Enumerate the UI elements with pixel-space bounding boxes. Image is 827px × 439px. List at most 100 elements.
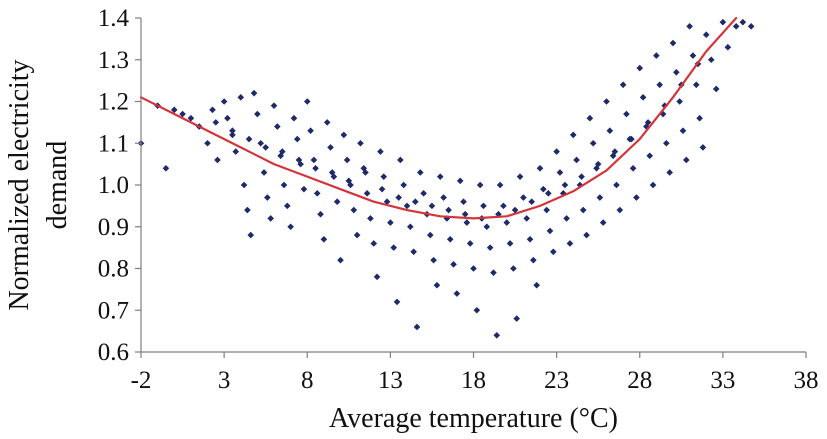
scatter-point-146 bbox=[679, 127, 687, 135]
scatter-point-83 bbox=[470, 265, 477, 272]
scatter-point-95 bbox=[510, 265, 517, 272]
scatter-point-141 bbox=[663, 139, 670, 147]
y-tick-label-2: 0.7 bbox=[98, 297, 129, 324]
scatter-point-148 bbox=[686, 23, 693, 30]
scatter-point-106 bbox=[546, 227, 554, 235]
y-tick-label-1: 0.6 bbox=[98, 339, 129, 366]
scatter-point-70 bbox=[426, 231, 434, 239]
scatter-point-64 bbox=[407, 223, 414, 231]
scatter-point-159 bbox=[739, 18, 747, 26]
scatter-point-43 bbox=[337, 256, 344, 264]
scatter-point-97 bbox=[516, 173, 524, 180]
scatter-point-27 bbox=[284, 202, 291, 210]
scatter-point-76 bbox=[446, 235, 454, 243]
scatter-point-155 bbox=[712, 85, 720, 93]
scatter-point-175 bbox=[578, 173, 585, 180]
scatter-point-100 bbox=[526, 235, 534, 243]
scatter-point-164 bbox=[395, 194, 402, 201]
scatter-point-147 bbox=[683, 156, 690, 164]
scatter-point-98 bbox=[520, 194, 527, 201]
scatter-point-124 bbox=[606, 127, 614, 135]
x-tick-label-2: 3 bbox=[218, 367, 231, 394]
x-axis-title: Average temperature (°C) bbox=[329, 403, 618, 434]
scatter-point-189 bbox=[229, 127, 236, 135]
scatter-point-23 bbox=[270, 102, 278, 109]
scatter-point-179 bbox=[644, 119, 652, 126]
scatter-point-114 bbox=[573, 156, 580, 164]
scatter-point-142 bbox=[666, 169, 673, 176]
scatter-point-191 bbox=[187, 114, 195, 122]
scatter-point-50 bbox=[360, 165, 368, 172]
scatter-point-118 bbox=[586, 114, 594, 122]
scatter-point-149 bbox=[689, 52, 697, 59]
scatter-point-87 bbox=[483, 223, 491, 231]
scatter-point-51 bbox=[363, 190, 371, 197]
scatter-point-61 bbox=[397, 156, 404, 164]
scatter-point-123 bbox=[603, 98, 610, 105]
y-axis-title-line-2: demand bbox=[42, 141, 73, 230]
scatter-point-17 bbox=[250, 89, 258, 97]
x-tick-label-5: 18 bbox=[461, 367, 486, 394]
scatter-point-131 bbox=[629, 165, 637, 172]
scatter-point-30 bbox=[293, 135, 301, 143]
scatter-point-57 bbox=[383, 198, 391, 205]
scatter-point-126 bbox=[613, 181, 620, 189]
scatter-point-4 bbox=[179, 110, 186, 118]
scatter-point-173 bbox=[545, 190, 552, 197]
scatter-point-42 bbox=[333, 198, 341, 205]
scatter-point-145 bbox=[676, 98, 683, 105]
scatter-point-32 bbox=[300, 185, 308, 193]
scatter-point-92 bbox=[500, 202, 507, 210]
scatter-point-187 bbox=[262, 144, 269, 151]
scatter-point-177 bbox=[611, 148, 619, 155]
scatter-point-24 bbox=[274, 123, 281, 130]
scatter-point-16 bbox=[247, 231, 255, 239]
scatter-point-41 bbox=[330, 173, 338, 180]
x-tick-label-3: 8 bbox=[301, 367, 314, 394]
scatter-point-15 bbox=[244, 206, 251, 214]
scatter-point-103 bbox=[536, 165, 544, 172]
scatter-point-66 bbox=[413, 323, 421, 331]
scatter-point-132 bbox=[633, 194, 640, 201]
scatter-point-78 bbox=[453, 290, 461, 297]
scatter-point-128 bbox=[619, 81, 627, 89]
scatter-point-188 bbox=[245, 135, 253, 143]
scatter-point-157 bbox=[724, 43, 732, 51]
scatter-point-29 bbox=[290, 114, 298, 122]
plot-marks bbox=[137, 16, 755, 339]
scatter-point-178 bbox=[628, 135, 635, 143]
scatter-point-21 bbox=[264, 194, 271, 201]
scatter-point-55 bbox=[377, 148, 384, 155]
scatter-point-101 bbox=[530, 256, 537, 264]
scatter-point-35 bbox=[310, 156, 318, 164]
scatter-point-129 bbox=[623, 110, 630, 118]
scatter-point-121 bbox=[596, 194, 604, 201]
scatter-point-68 bbox=[420, 190, 427, 197]
scatter-point-90 bbox=[493, 332, 501, 339]
x-tick-label-9: 38 bbox=[794, 367, 819, 394]
scatter-point-74 bbox=[440, 194, 447, 201]
scatter-point-40 bbox=[327, 144, 334, 151]
scatter-point-59 bbox=[390, 244, 397, 251]
scatter-point-34 bbox=[307, 127, 314, 135]
scatter-point-11 bbox=[229, 131, 236, 139]
y-tick-label-9: 1.4 bbox=[98, 5, 130, 32]
scatter-point-162 bbox=[362, 169, 369, 176]
scatter-point-143 bbox=[669, 39, 677, 47]
scatter-point-112 bbox=[566, 240, 574, 247]
scatter-point-168 bbox=[461, 210, 469, 218]
scatter-point-82 bbox=[466, 240, 474, 247]
scatter-point-116 bbox=[579, 206, 587, 214]
scatter-point-171 bbox=[511, 206, 519, 214]
scatter-point-96 bbox=[513, 315, 521, 322]
scatter-point-2 bbox=[162, 165, 170, 172]
y-tick-label-5: 1.0 bbox=[98, 172, 129, 199]
scatter-point-13 bbox=[237, 94, 245, 101]
scatter-point-117 bbox=[583, 231, 590, 239]
scatter-point-63 bbox=[403, 202, 411, 210]
scatter-point-93 bbox=[503, 219, 511, 226]
scatter-point-9 bbox=[220, 98, 228, 105]
scatter-point-174 bbox=[561, 181, 569, 189]
scatter-point-111 bbox=[563, 215, 570, 222]
scatter-point-109 bbox=[556, 169, 564, 176]
